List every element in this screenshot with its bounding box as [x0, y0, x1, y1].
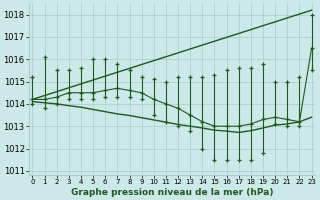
X-axis label: Graphe pression niveau de la mer (hPa): Graphe pression niveau de la mer (hPa) — [71, 188, 273, 197]
